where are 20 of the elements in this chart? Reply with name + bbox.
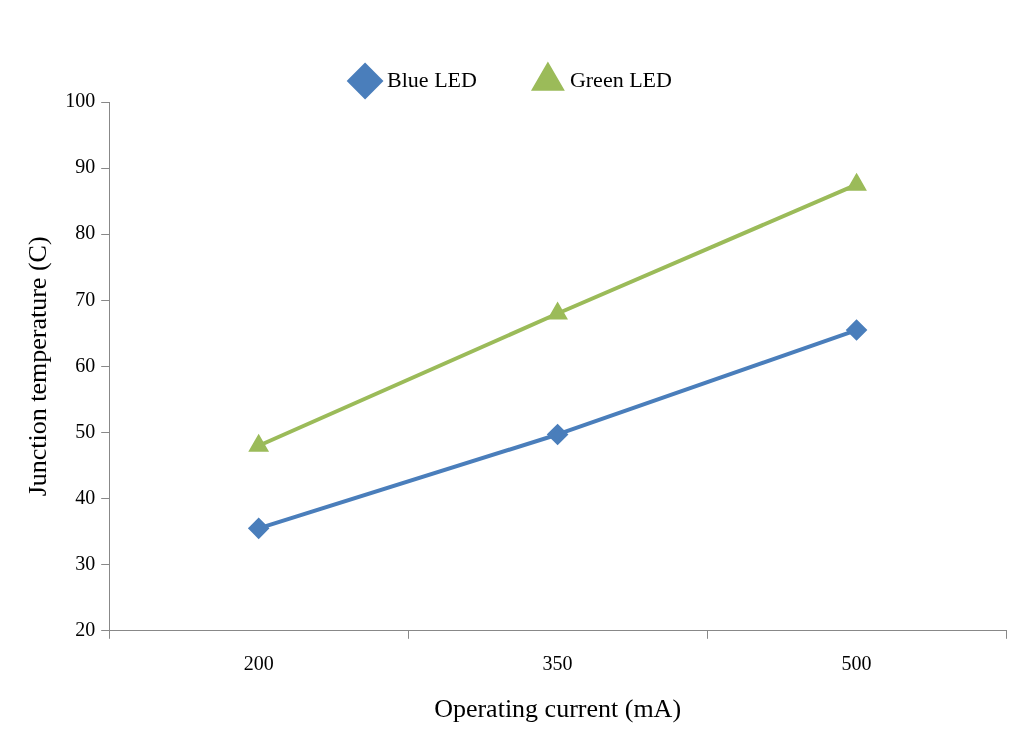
legend-label: Green LED [569,66,672,92]
point [548,301,568,320]
x-tick-label: 200 [243,652,274,675]
y-tick-label: 70 [75,287,96,310]
point [547,424,568,445]
y-tick-label: 80 [75,221,96,244]
x-tick-label: 350 [542,652,573,675]
y-axis-title: Junction temperature (C) [23,236,53,497]
legend-label: Blue LED [387,66,477,92]
y-tick-label: 60 [75,353,96,376]
y-tick-label: 50 [75,419,96,442]
y-tick-label: 30 [75,551,96,574]
point [847,172,867,191]
point [248,518,269,539]
y-tick-label: 90 [75,155,96,178]
y-tick-label: 40 [75,485,96,508]
y-tick-label: 100 [65,89,96,112]
x-tick-label: 500 [841,652,872,675]
y-tick-label: 20 [75,618,96,641]
x-axis-title: Operating current (mA) [434,694,682,724]
